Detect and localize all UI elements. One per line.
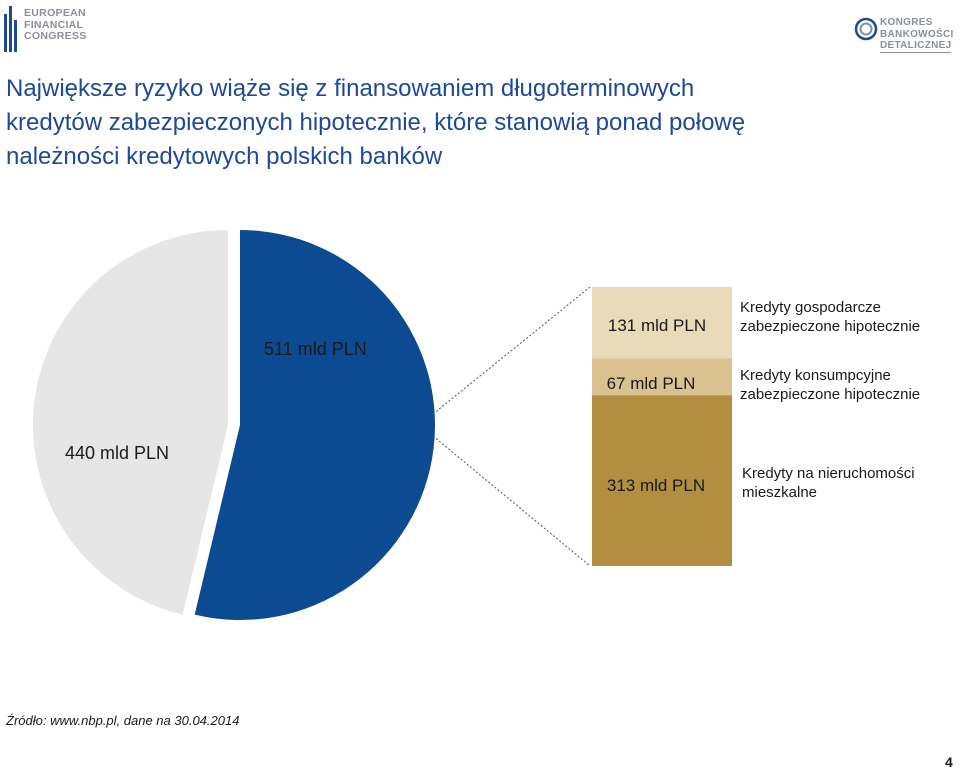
bar-segment-313 [592,395,732,566]
page-number: 4 [945,754,953,770]
bar-segment-label-131: 131 mld PLN [607,316,707,335]
page-title: Największe ryzyko wiąże się z finansowan… [6,72,906,174]
bar-segment-label-67: 67 mld PLN [606,374,696,393]
bar-segment-label-313: 313 mld PLN [606,476,706,495]
connector-line-top [432,286,591,415]
title-line-2: kredytów zabezpieczonych hipotecznie, kt… [6,109,746,136]
logo-right-text: KONGRES BANKOWOŚCI DETALICZNEJ [880,17,954,53]
title-line-1: Największe ryzyko wiąże się z finansowan… [6,75,695,102]
bar-segment-131 [592,287,732,359]
segment-description-consumer: Kredyty konsumpcyjne zabezpieczone hipot… [740,367,921,403]
pie-slice-other [32,230,228,615]
logo-bars-icon [4,6,17,52]
bar-segment-67 [592,358,732,396]
logo-left-text: EUROPEAN FINANCIAL CONGRESS [24,7,87,42]
pie-slice-label-main: 511 mld PLN [264,339,367,359]
european-financial-congress-logo: EUROPEAN FINANCIAL CONGRESS [4,2,87,56]
logo-rings-icon [854,17,878,41]
title-line-3: należności kredytowych polskich banków [6,143,443,170]
segment-description-business: Kredyty gospodarcze zabezpieczone hipote… [740,299,921,335]
source-note: Źródło: www.nbp.pl, dane na 30.04.2014 [6,713,240,728]
segment-description-residential: Kredyty na nieruchomości mieszkalne [742,465,915,501]
kongres-bankowosci-detalicznej-logo: KONGRES BANKOWOŚCI DETALICZNEJ [854,14,958,56]
pie-slice-main [194,230,435,620]
connector-line-bottom [432,435,591,567]
pie-slice-label-other: 440 mld PLN [65,443,170,463]
